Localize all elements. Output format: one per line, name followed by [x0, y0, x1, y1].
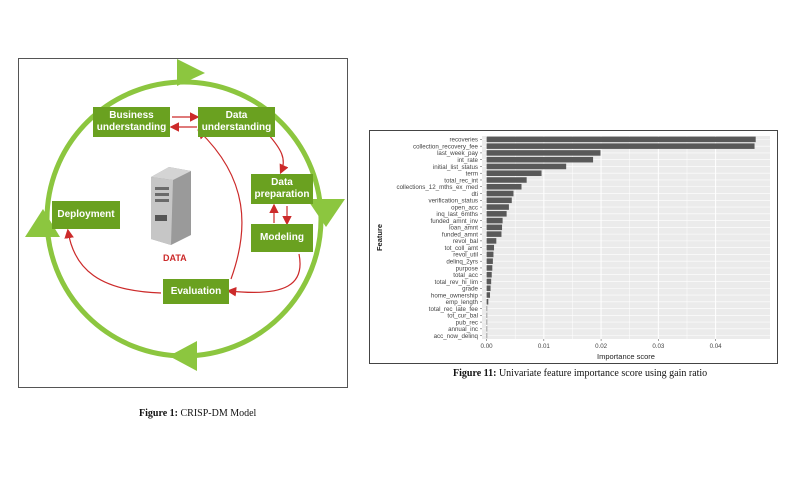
y-tick-label: int_rate: [457, 157, 478, 164]
bar-int_rate: [486, 156, 594, 163]
y-tick-label: funded_amnt_inv: [431, 218, 479, 225]
y-tick-label: recoveries: [449, 137, 478, 144]
bar-delinq_2yrs: [486, 258, 493, 264]
y-tick-label: initial_list_status: [433, 164, 478, 171]
bar-term: [486, 170, 542, 176]
y-tick-label: acc_now_delinq: [434, 333, 479, 340]
figure1-caption: Figure 1: CRISP-DM Model: [139, 408, 256, 419]
y-tick-label: grade: [462, 286, 478, 293]
bar-collection_recovery_fee: [486, 143, 755, 149]
bar-last_week_pay: [486, 150, 601, 156]
y-tick-label: total_rec_int: [444, 177, 478, 184]
y-tick-label: collection_recovery_fee: [413, 143, 479, 150]
evaluation-box: Evaluation: [163, 279, 229, 304]
modeling-box: Modeling: [251, 224, 313, 252]
bar-revol_util: [486, 251, 494, 258]
arrow-evaluation-to-understanding: [197, 129, 243, 280]
y-tick-label: tot_coll_amt: [445, 245, 479, 252]
cycle-arrowhead-right: [307, 199, 345, 227]
y-tick-label: revol_bal: [453, 238, 478, 245]
y-tick-label: pub_rec: [456, 319, 478, 326]
data-label: DATA: [163, 253, 187, 263]
bar-revol_bal: [486, 238, 497, 244]
figure11-caption: Figure 11: Univariate feature importance…: [453, 368, 707, 379]
deployment-box: Deployment: [52, 201, 120, 229]
chart-panel: [482, 136, 770, 339]
bar-total_acc: [486, 271, 492, 278]
x-tick-label: 0.04: [710, 343, 723, 350]
y-tick-label: tot_cur_bal: [447, 313, 478, 320]
y-tick-label: annual_inc: [448, 326, 478, 333]
bar-home_ownership: [486, 292, 491, 298]
feature-importance-figure: recoveries collection_recovery_fee last_we…: [369, 130, 778, 364]
arrow-modeling-to-evaluation: [226, 253, 301, 297]
bar-tot_coll_amt: [486, 244, 495, 251]
y-tick-label: last_week_pay: [437, 150, 479, 157]
bar-purpose: [486, 265, 493, 271]
y-tick-label: revol_util: [453, 252, 478, 259]
bar-acc_now_delinq: [486, 332, 488, 339]
y-tick-label: emp_length: [446, 299, 479, 306]
bar-annual_inc: [486, 326, 488, 332]
cycle-arrowhead-bottom: [169, 341, 197, 371]
y-tick-label: purpose: [456, 265, 479, 272]
y-tick-label: delinq_2yrs: [446, 258, 478, 265]
y-tick-label: verification_status: [428, 198, 478, 205]
x-tick-label: 0.00: [481, 343, 494, 350]
y-tick-label: total_rec_late_fee: [429, 306, 479, 313]
y-tick-label: funded_amnt: [442, 231, 478, 238]
figure11-caption-text: Univariate feature importance score usin…: [496, 368, 708, 379]
arrow-evaluation-to-deployment: [64, 228, 162, 294]
business-understanding-box: Business understanding: [93, 107, 170, 137]
figure1-caption-text: CRISP-DM Model: [177, 408, 257, 419]
x-axis-title: Importance score: [597, 352, 655, 361]
y-tick-label: total_rev_hi_lim: [435, 279, 478, 286]
bar-inq_last_6mths: [486, 211, 507, 217]
bar-open_acc: [486, 204, 509, 210]
y-tick-label: open_acc: [451, 204, 478, 211]
y-tick-label: home_ownership: [431, 292, 479, 299]
y-axis-title: Feature: [375, 224, 384, 251]
feature-importance-chart: recoveriescollection_recovery_feelast_we…: [375, 136, 770, 361]
server-icon: [151, 167, 191, 245]
crisp-dm-figure: Business understanding Data understandin…: [18, 58, 348, 388]
chart-bars: [486, 136, 756, 339]
cycle-arrowhead-left: [25, 209, 60, 237]
bar-emp_length: [486, 299, 489, 305]
bar-pub_rec: [486, 319, 488, 325]
chart-y-tick-labels: recoveriescollection_recovery_feelast_we…: [396, 137, 482, 340]
x-tick-label: 0.01: [538, 343, 551, 350]
bar-dti: [486, 190, 514, 197]
crisp-dm-diagram: [25, 59, 345, 371]
bar-total_rec_int: [486, 177, 527, 183]
y-tick-label: term: [466, 171, 478, 178]
y-tick-label: collections_12_mths_ex_med: [396, 184, 478, 191]
bar-funded_amnt: [486, 231, 502, 237]
bar-verification_status: [486, 197, 512, 204]
bar-total_rev_hi_lim: [486, 278, 492, 285]
figure1-caption-label: Figure 1:: [139, 408, 178, 419]
y-tick-label: dti: [471, 191, 478, 198]
chart-gridlines: [482, 136, 770, 339]
y-tick-label: inq_last_6mths: [436, 211, 478, 218]
bar-funded_amnt_inv: [486, 217, 503, 224]
chart-x-tick-labels: 0.00 0.01 0.02 0.03 0.04: [481, 339, 723, 350]
bar-loan_amnt: [486, 224, 503, 231]
bar-recoveries: [486, 136, 756, 143]
data-preparation-box: Data preparation: [251, 174, 313, 204]
bar-grade: [486, 285, 491, 292]
figure11-caption-label: Figure 11:: [453, 368, 497, 379]
bar-initial_list_status: [486, 163, 567, 170]
cycle-arrowhead-top: [177, 59, 205, 86]
y-tick-label: loan_amnt: [449, 225, 478, 232]
x-tick-label: 0.02: [595, 343, 608, 350]
y-tick-label: total_acc: [453, 272, 478, 279]
arrow-understanding-to-preparation: [267, 133, 289, 175]
x-tick-label: 0.03: [652, 343, 665, 350]
bar-tot_cur_bal: [486, 312, 488, 319]
bar-collections_12_mths_ex_med: [486, 183, 522, 190]
bar-total_rec_late_fee: [486, 305, 488, 312]
data-understanding-box: Data understanding: [198, 107, 275, 137]
